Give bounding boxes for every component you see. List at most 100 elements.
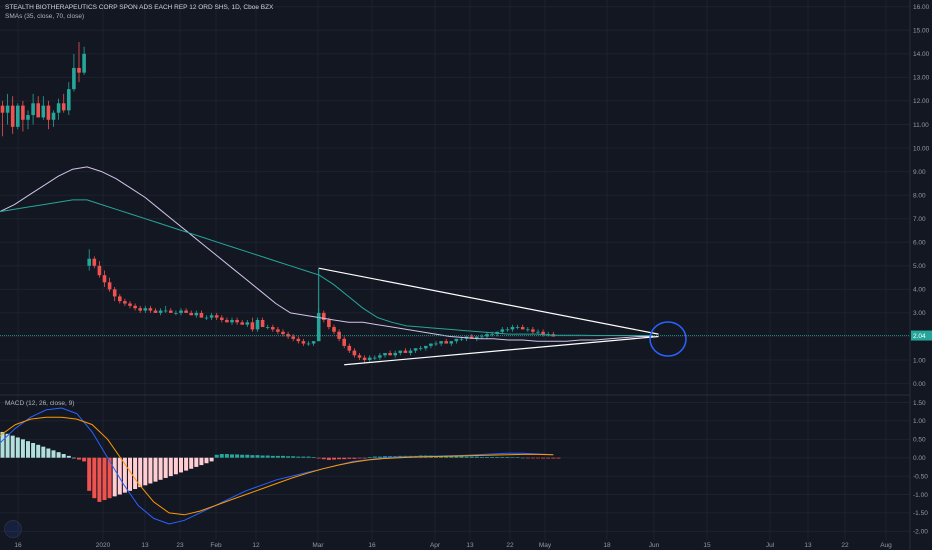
macd-histogram-bar xyxy=(112,457,117,497)
macd-histogram-bar xyxy=(260,455,265,458)
time-tick-label: 13 xyxy=(466,542,474,549)
price-tick-label: 14.00 xyxy=(913,51,930,58)
candle-body xyxy=(342,338,346,346)
upper-trendline[interactable] xyxy=(318,267,659,335)
candle-body xyxy=(378,355,382,358)
candle-body xyxy=(276,329,280,332)
macd-histogram-bar xyxy=(31,443,36,458)
candle-body xyxy=(469,336,474,339)
candle-body xyxy=(383,352,387,356)
candle-body xyxy=(418,348,423,350)
candle-body xyxy=(118,296,122,302)
macd-histogram-bar xyxy=(15,437,20,458)
macd-histogram-bar xyxy=(128,457,132,491)
candle-body xyxy=(163,310,168,312)
candle-body xyxy=(373,357,377,359)
macd-histogram-bar xyxy=(357,457,362,459)
candle-body xyxy=(531,329,535,332)
macd-histogram-bar xyxy=(204,457,209,464)
macd-pane[interactable] xyxy=(0,407,561,525)
candle-body xyxy=(199,312,204,318)
macd-histogram-bar xyxy=(342,457,347,460)
macd-histogram-bar xyxy=(250,455,255,458)
macd-histogram-bar xyxy=(377,456,382,458)
sma-legend[interactable]: SMAs (35, close, 70, close) xyxy=(5,13,85,20)
candle-body xyxy=(214,315,219,318)
macd-histogram-bar xyxy=(321,457,326,460)
candle-body xyxy=(444,341,448,344)
candle-body xyxy=(16,105,20,127)
circle-annotation[interactable] xyxy=(649,321,687,357)
macd-histogram-bar xyxy=(536,457,540,459)
macd-tick-label: 0.00 xyxy=(913,455,926,462)
candle-body xyxy=(490,334,494,335)
price-pane[interactable] xyxy=(0,42,910,366)
tradingview-logo-icon[interactable] xyxy=(4,520,22,538)
candle-body xyxy=(301,341,306,344)
candle-body xyxy=(327,319,331,328)
macd-histogram-bar xyxy=(77,457,81,460)
candle-body xyxy=(128,303,132,306)
candle-body xyxy=(220,317,224,320)
candle-body xyxy=(189,312,193,316)
candle-body xyxy=(367,357,372,361)
macd-histogram-bar xyxy=(235,454,240,458)
price-tick-label: 0.00 xyxy=(913,381,926,388)
macd-histogram-bar xyxy=(153,457,158,482)
time-tick-label: 16 xyxy=(14,542,22,549)
macd-histogram-bar xyxy=(500,456,505,458)
macd-histogram-bar xyxy=(546,457,551,459)
price-tick-label: 7.00 xyxy=(913,216,926,223)
macd-histogram-bar xyxy=(479,456,484,458)
macd-histogram-bar xyxy=(173,457,178,475)
macd-histogram-bar xyxy=(311,456,316,458)
candle-body xyxy=(413,348,418,351)
macd-legend[interactable]: MACD (12, 26, close, 9) xyxy=(5,400,75,407)
time-tick-label: 22 xyxy=(506,542,514,549)
candle-body xyxy=(72,67,76,90)
candle-body xyxy=(388,352,392,356)
candle-body xyxy=(158,310,163,313)
macd-histogram-bar xyxy=(449,456,454,458)
macd-histogram-bar xyxy=(179,457,183,473)
macd-histogram-bar xyxy=(46,448,51,458)
macd-histogram-bar xyxy=(56,452,61,458)
candle-body xyxy=(97,265,102,276)
candle-body xyxy=(143,308,148,311)
macd-histogram-bar xyxy=(184,457,189,471)
candle-body xyxy=(26,115,30,120)
lower-trendline[interactable] xyxy=(344,335,659,366)
candle-body xyxy=(123,301,127,304)
candle-body xyxy=(393,352,397,356)
macd-histogram-bar xyxy=(87,457,92,491)
candle-body xyxy=(260,319,265,328)
macd-histogram-bar xyxy=(82,457,87,462)
macd-histogram-bar xyxy=(316,457,321,459)
macd-histogram-bar xyxy=(541,457,546,459)
candle-body xyxy=(204,317,209,319)
macd-histogram-bar xyxy=(367,456,372,458)
candle-body xyxy=(291,336,295,339)
macd-histogram-bar xyxy=(515,457,520,458)
time-tick-label: 15 xyxy=(703,542,711,549)
macd-tick-label: -1.50 xyxy=(913,510,928,517)
time-tick-label: 18 xyxy=(603,542,611,549)
price-tick-label: 12.00 xyxy=(913,98,930,105)
time-tick-label: Apr xyxy=(430,542,441,549)
candle-body xyxy=(245,322,250,325)
time-tick-label: 12 xyxy=(252,542,260,549)
price-axis-background xyxy=(910,0,932,550)
price-tick-label: 13.00 xyxy=(913,75,930,82)
candle-body xyxy=(439,341,443,344)
macd-histogram-bar xyxy=(230,454,234,458)
candle-body xyxy=(21,105,25,120)
macd-histogram-bar xyxy=(36,444,41,458)
candle-body xyxy=(194,312,199,316)
time-axis[interactable]: 16 2020 13 23 Feb 12 Mar 16 Apr 13 22 May 18 Jun 15 Jul… xyxy=(14,542,892,549)
price-axis[interactable]: 16.00 15.00 14.00 13.00 12.00 11.00 10.00 9.00 8… xyxy=(909,0,932,550)
macd-histogram-bar xyxy=(510,457,515,458)
candle-body xyxy=(61,103,66,111)
macd-histogram-bar xyxy=(556,457,561,459)
time-tick-label: Jul xyxy=(766,542,775,549)
